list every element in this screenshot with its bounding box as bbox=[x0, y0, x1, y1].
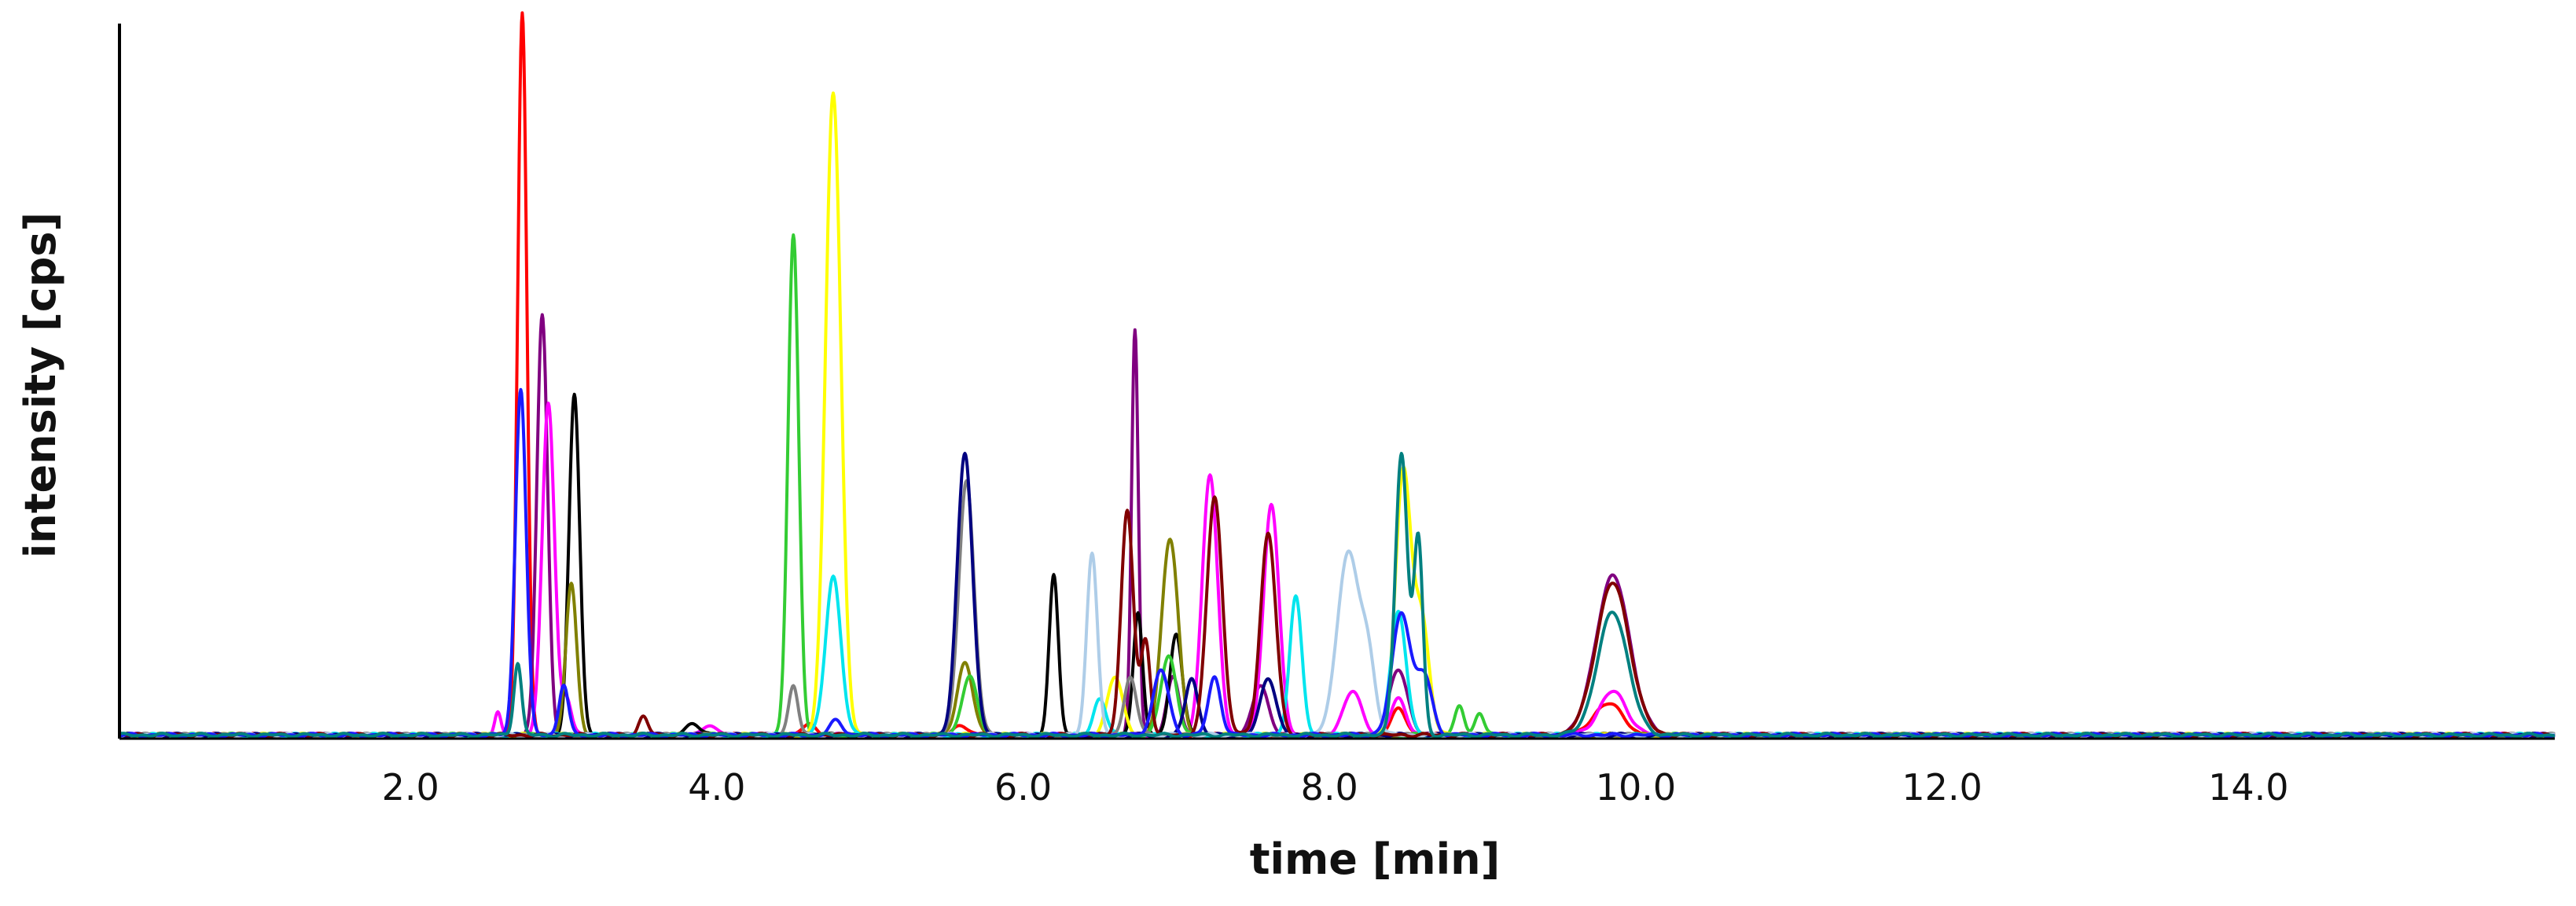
series-lines bbox=[119, 11, 2556, 739]
series-line bbox=[119, 233, 2556, 739]
x-axis-title: time [min] bbox=[1250, 834, 1501, 884]
x-tick-label: 14.0 bbox=[2208, 766, 2288, 809]
series-line bbox=[119, 549, 2556, 739]
series-line bbox=[119, 574, 2556, 739]
series-line bbox=[119, 452, 2556, 739]
x-tick-labels: 2.0 4.0 6.0 8.0 10.0 12.0 14.0 bbox=[382, 766, 2289, 809]
x-tick-label: 12.0 bbox=[1902, 766, 1982, 809]
series-line bbox=[119, 479, 2556, 739]
x-tick-label: 2.0 bbox=[382, 766, 439, 809]
x-tick-label: 6.0 bbox=[994, 766, 1052, 809]
series-line bbox=[119, 452, 2556, 739]
series-line bbox=[119, 313, 2556, 739]
x-tick-label: 10.0 bbox=[1596, 766, 1676, 809]
y-axis-title: intensity [cps] bbox=[16, 212, 65, 558]
series-line bbox=[119, 402, 2556, 739]
series-line bbox=[119, 392, 2556, 739]
series-line bbox=[119, 387, 2556, 739]
x-tick-label: 8.0 bbox=[1301, 766, 1358, 809]
x-tick-label: 4.0 bbox=[688, 766, 745, 809]
